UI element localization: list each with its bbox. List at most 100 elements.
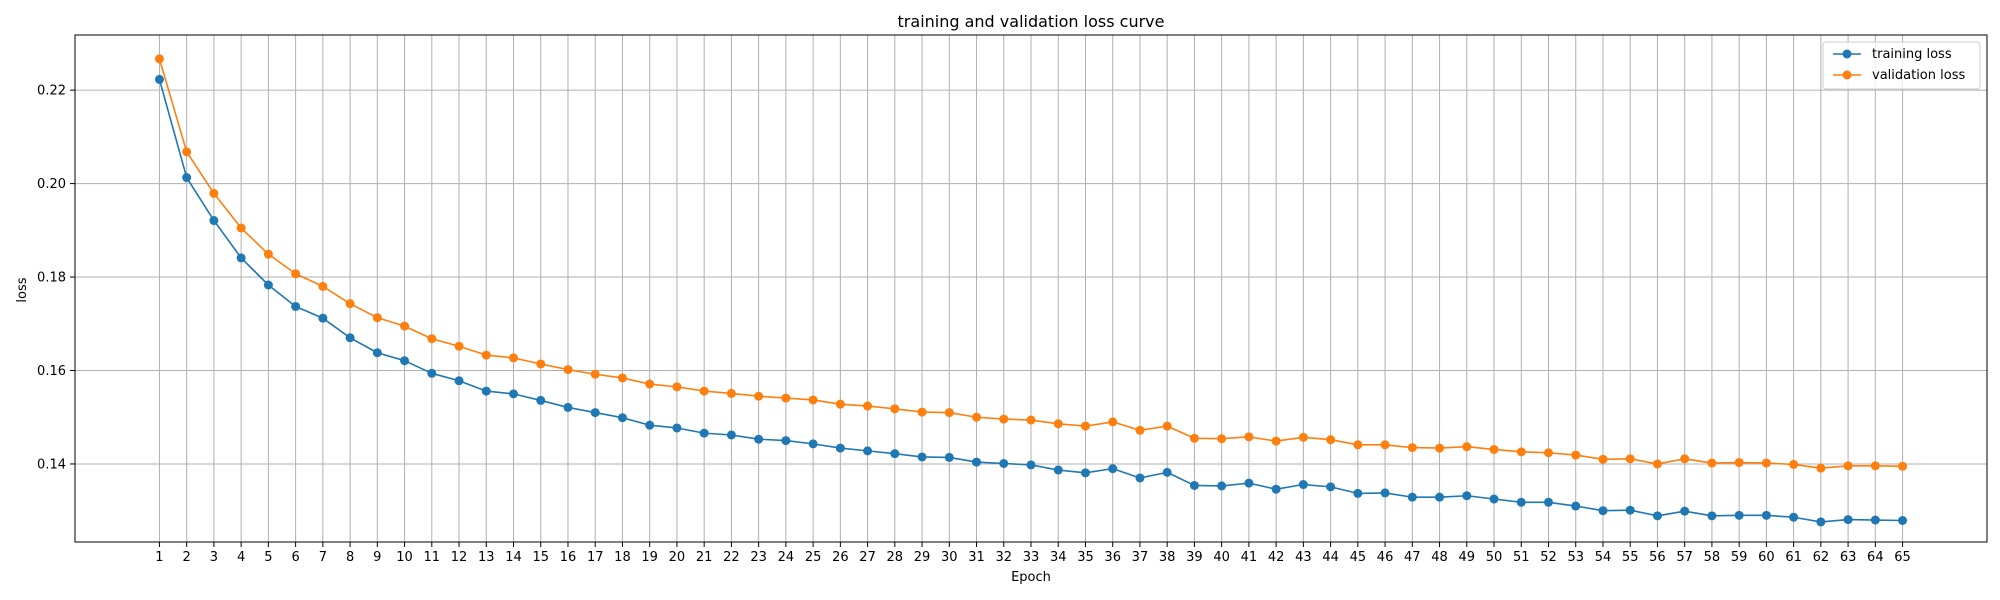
data-point (1789, 459, 1799, 469)
data-point (1734, 510, 1744, 520)
data-point (536, 395, 546, 405)
x-tick-label: 8 (346, 550, 354, 565)
x-axis-label: Epoch (1011, 570, 1051, 585)
data-point (1353, 488, 1363, 498)
series-0 (154, 74, 1908, 527)
legend-box (1822, 41, 1981, 90)
data-point (1598, 506, 1608, 516)
data-point (1707, 458, 1717, 468)
data-point (454, 376, 464, 386)
data-point (699, 386, 709, 396)
legend: training loss validation loss (1822, 41, 1981, 90)
x-tick-label: 3 (210, 550, 218, 565)
data-point (808, 439, 818, 449)
data-point (1652, 511, 1662, 521)
data-point (1135, 473, 1145, 483)
legend-label-training: training loss (1872, 47, 1952, 62)
x-tick-label: 21 (696, 550, 713, 565)
data-point (154, 54, 164, 64)
data-point (1516, 497, 1526, 507)
data-point (1162, 467, 1172, 477)
x-tick-label: 7 (319, 550, 327, 565)
x-tick-label: 4 (237, 550, 245, 565)
data-point (1080, 468, 1090, 478)
data-point (808, 395, 818, 405)
y-tick-label: 0.18 (37, 271, 66, 286)
legend-marker-validation (1842, 70, 1852, 80)
x-tick-label: 49 (1459, 550, 1476, 565)
data-point (1898, 516, 1908, 526)
data-point (863, 446, 873, 456)
data-point (345, 299, 355, 309)
x-tick-label: 60 (1758, 550, 1775, 565)
x-tick-label: 58 (1704, 550, 1721, 565)
data-point (1053, 419, 1063, 429)
data-point (781, 436, 791, 446)
data-point (1680, 454, 1690, 464)
x-tick-label: 59 (1731, 550, 1748, 565)
data-point (972, 457, 982, 467)
data-point (1571, 501, 1581, 511)
legend-label-validation: validation loss (1872, 68, 1965, 83)
data-point (318, 313, 328, 323)
data-point (1816, 517, 1826, 527)
data-point (1571, 450, 1581, 460)
data-point (781, 393, 791, 403)
data-point (182, 173, 192, 183)
x-tick-label: 24 (778, 550, 795, 565)
x-tick-label: 62 (1813, 550, 1830, 565)
data-point (372, 348, 382, 358)
data-point (1625, 454, 1635, 464)
x-tick-label: 32 (995, 550, 1012, 565)
x-tick-label: 12 (451, 550, 468, 565)
data-point (236, 223, 246, 233)
data-point (726, 388, 736, 398)
data-point (1625, 505, 1635, 515)
x-tick-label: 41 (1241, 550, 1258, 565)
x-tick-label: 22 (723, 550, 740, 565)
x-tick-label: 26 (832, 550, 849, 565)
data-point (1407, 492, 1417, 502)
x-tick-label: 53 (1567, 550, 1584, 565)
y-axis: 0.14 0.16 0.18 0.20 0.22 (37, 84, 75, 472)
data-point (318, 281, 328, 291)
data-point (645, 379, 655, 389)
data-point (427, 334, 437, 344)
data-point (617, 413, 627, 423)
data-point (590, 369, 600, 379)
x-tick-label: 2 (183, 550, 191, 565)
data-point (1870, 515, 1880, 525)
x-tick-label: 56 (1649, 550, 1666, 565)
data-point (1789, 512, 1799, 522)
x-tick-label: 44 (1322, 550, 1339, 565)
x-tick-label: 38 (1159, 550, 1176, 565)
data-point (1489, 444, 1499, 454)
data-point (1298, 480, 1308, 490)
data-point (944, 408, 954, 418)
data-point (999, 414, 1009, 424)
x-tick-label: 17 (587, 550, 604, 565)
data-point (1435, 492, 1445, 502)
data-point (835, 443, 845, 453)
x-tick-label: 57 (1676, 550, 1693, 565)
data-point (481, 350, 491, 360)
data-point (1244, 432, 1254, 442)
data-point (1080, 421, 1090, 431)
x-tick-label: 48 (1431, 550, 1448, 565)
data-point (1407, 443, 1417, 453)
data-point (345, 333, 355, 343)
data-point (1353, 440, 1363, 450)
data-point (209, 216, 219, 226)
x-tick-label: 42 (1268, 550, 1285, 565)
data-point (917, 452, 927, 462)
data-point (454, 341, 464, 351)
data-point (563, 402, 573, 412)
data-point (1843, 515, 1853, 525)
data-point (1380, 440, 1390, 450)
data-point (999, 458, 1009, 468)
x-tick-label: 54 (1595, 550, 1612, 565)
data-point (509, 389, 519, 399)
data-point (372, 313, 382, 323)
data-point (754, 391, 764, 401)
